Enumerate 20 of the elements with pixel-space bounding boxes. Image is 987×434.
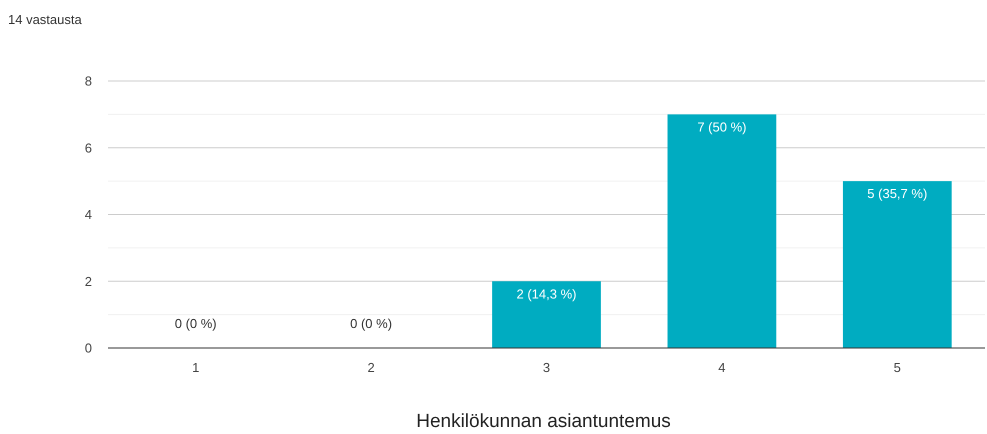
data-label: 0 (0 %) <box>174 316 217 331</box>
data-label: 0 (0 %) <box>350 316 392 331</box>
x-tick-label: 3 <box>542 360 550 375</box>
x-tick-label: 2 <box>367 360 375 375</box>
y-tick-label: 0 <box>84 340 92 356</box>
y-tick-label: 6 <box>84 140 92 156</box>
y-tick-label: 8 <box>84 74 92 89</box>
x-tick-label: 1 <box>192 360 200 375</box>
data-label: 2 (14,3 %) <box>516 286 576 302</box>
chart-title: 14 vastausta <box>8 12 82 27</box>
y-tick-label: 4 <box>84 207 92 222</box>
bar <box>492 281 601 348</box>
bar <box>668 114 776 348</box>
data-label: 5 (35,7 %) <box>867 186 928 202</box>
x-axis-title: Henkilökunnan asiantuntemus <box>416 411 671 432</box>
x-tick-label: 5 <box>894 360 901 375</box>
y-tick-label: 2 <box>84 274 92 289</box>
bar <box>842 181 952 348</box>
x-tick-label: 4 <box>718 360 726 375</box>
data-label: 7 (50 %) <box>697 119 746 134</box>
